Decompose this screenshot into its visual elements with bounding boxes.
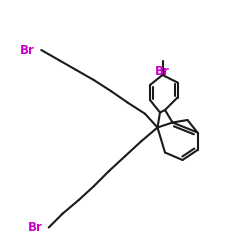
Text: Br: Br (155, 65, 170, 78)
Text: Br: Br (20, 44, 35, 57)
Text: Br: Br (28, 221, 42, 234)
